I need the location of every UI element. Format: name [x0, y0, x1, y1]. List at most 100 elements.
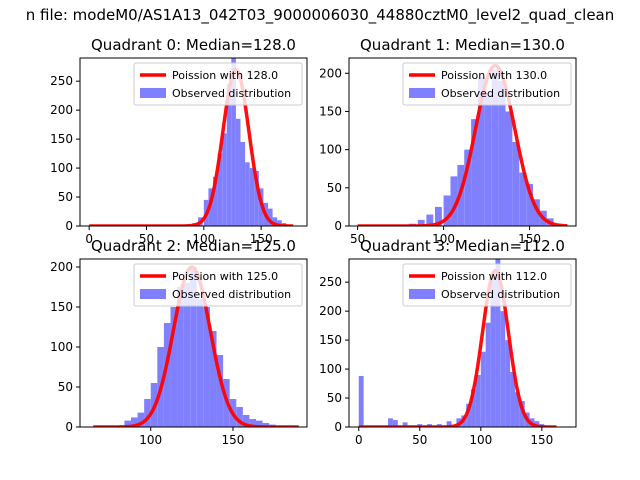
observed-bar [475, 374, 481, 427]
observed-bar [190, 267, 197, 427]
observed-bar [256, 420, 263, 427]
legend-label-poisson: Poission with 112.0 [441, 270, 547, 283]
observed-bar [505, 340, 511, 427]
y-tick-label: 50 [58, 190, 73, 204]
x-tick-label: 100 [139, 433, 162, 447]
observed-bar [277, 220, 282, 226]
legend: Poission with 128.0 Observed distribution [133, 62, 303, 106]
x-tick-label: 50 [350, 232, 365, 246]
subplot-title: Quadrant 1: Median=130.0 [360, 36, 565, 54]
x-tick-label: 50 [412, 433, 427, 447]
y-tick-label: 200 [319, 304, 342, 318]
observed-bar [450, 176, 458, 226]
observed-bar [242, 415, 250, 427]
legend-box [133, 263, 303, 307]
observed-bar [443, 195, 451, 226]
y-tick-label: 200 [50, 103, 73, 117]
legend-swatch-observed [409, 88, 435, 98]
observed-bar [388, 418, 393, 427]
observed-bar [514, 392, 520, 427]
observed-bar [533, 199, 540, 226]
observed-bar [392, 420, 398, 427]
legend: Poission with 125.0 Observed distribution [133, 263, 303, 307]
legend-swatch-observed [140, 289, 166, 299]
y-tick-label: 150 [319, 333, 342, 347]
observed-bar [426, 214, 434, 226]
observed-bar [464, 149, 472, 226]
observed-bar [130, 417, 138, 427]
observed-bar [235, 118, 241, 226]
observed-bar [495, 259, 501, 427]
observed-bar [434, 206, 442, 226]
observed-bar [519, 172, 527, 226]
observed-bar [446, 421, 452, 427]
observed-bar [512, 142, 520, 226]
axes-frame [348, 258, 577, 428]
x-tick-label: 100 [469, 433, 492, 447]
legend-label-observed: Observed distribution [441, 288, 560, 301]
x-tick-label: 150 [518, 232, 541, 246]
y-tick-label: 100 [319, 143, 342, 157]
x-tick-label: 150 [530, 433, 553, 447]
observed-bar [222, 133, 227, 226]
observed-bar [209, 331, 217, 427]
observed-bar [358, 376, 364, 427]
y-tick-label: 250 [50, 74, 73, 88]
plot-area [357, 259, 558, 427]
observed-bar [245, 162, 250, 226]
observed-bar [519, 400, 525, 427]
observed-bar [203, 307, 210, 427]
y-tick-label: 50 [327, 391, 342, 405]
y-tick-label: 0 [65, 420, 73, 434]
x-tick-label: 50 [139, 232, 154, 246]
y-tick-label: 200 [319, 66, 342, 80]
subplot-title: Quadrant 0: Median=128.0 [91, 36, 296, 54]
legend-label-observed: Observed distribution [172, 288, 291, 301]
plot-area [356, 63, 569, 226]
observed-bar [183, 283, 191, 427]
observed-bar [505, 111, 513, 226]
observed-bar [485, 322, 491, 427]
observed-bar [268, 208, 273, 226]
observed-bar [163, 323, 171, 427]
observed-bar [402, 422, 408, 427]
y-tick-label: 100 [50, 161, 73, 175]
y-tick-label: 100 [50, 340, 73, 354]
x-tick-label: 100 [432, 232, 455, 246]
observed-bar [144, 399, 151, 427]
legend-label-poisson: Poission with 125.0 [172, 270, 278, 283]
observed-bar [477, 77, 485, 226]
legend: Poission with 112.0 Observed distribution [402, 263, 572, 307]
x-tick-label: 0 [85, 232, 93, 246]
x-tick-label: 100 [192, 232, 215, 246]
subplot-quadrant-0: 0 50 100 150 0 50 100 150 200 250 Quadrant 0: Medi… [50, 36, 308, 246]
axes-frame [79, 57, 308, 227]
y-tick-label: 150 [50, 132, 73, 146]
legend-label-poisson: Poission with 130.0 [441, 69, 547, 82]
observed-bar [249, 419, 257, 427]
legend-box [402, 62, 572, 106]
y-tick-label: 50 [327, 181, 342, 195]
subplot-title: Quadrant 2: Median=125.0 [91, 237, 296, 255]
figure-suptitle: n file: modeM0/AS1A13_042T03_9000006030_… [26, 6, 615, 25]
poisson-curve [356, 63, 569, 226]
x-tick-label: 150 [250, 232, 273, 246]
observed-bar [500, 311, 506, 427]
observed-bar [236, 407, 243, 427]
observed-bar [471, 389, 476, 427]
y-tick-label: 250 [319, 275, 342, 289]
legend-swatch-observed [409, 289, 435, 299]
x-tick-label: 150 [222, 433, 245, 447]
axes-frame [348, 57, 577, 227]
observed-bar [466, 403, 472, 427]
observed-bar [177, 287, 184, 427]
legend-label-observed: Observed distribution [172, 87, 291, 100]
y-tick-label: 0 [334, 420, 342, 434]
legend-label-poisson: Poission with 128.0 [172, 69, 278, 82]
observed-bar [262, 423, 270, 427]
poisson-curve [357, 268, 558, 427]
observed-bar [498, 80, 506, 226]
observed-bar [217, 153, 223, 226]
observed-bar [137, 412, 145, 427]
